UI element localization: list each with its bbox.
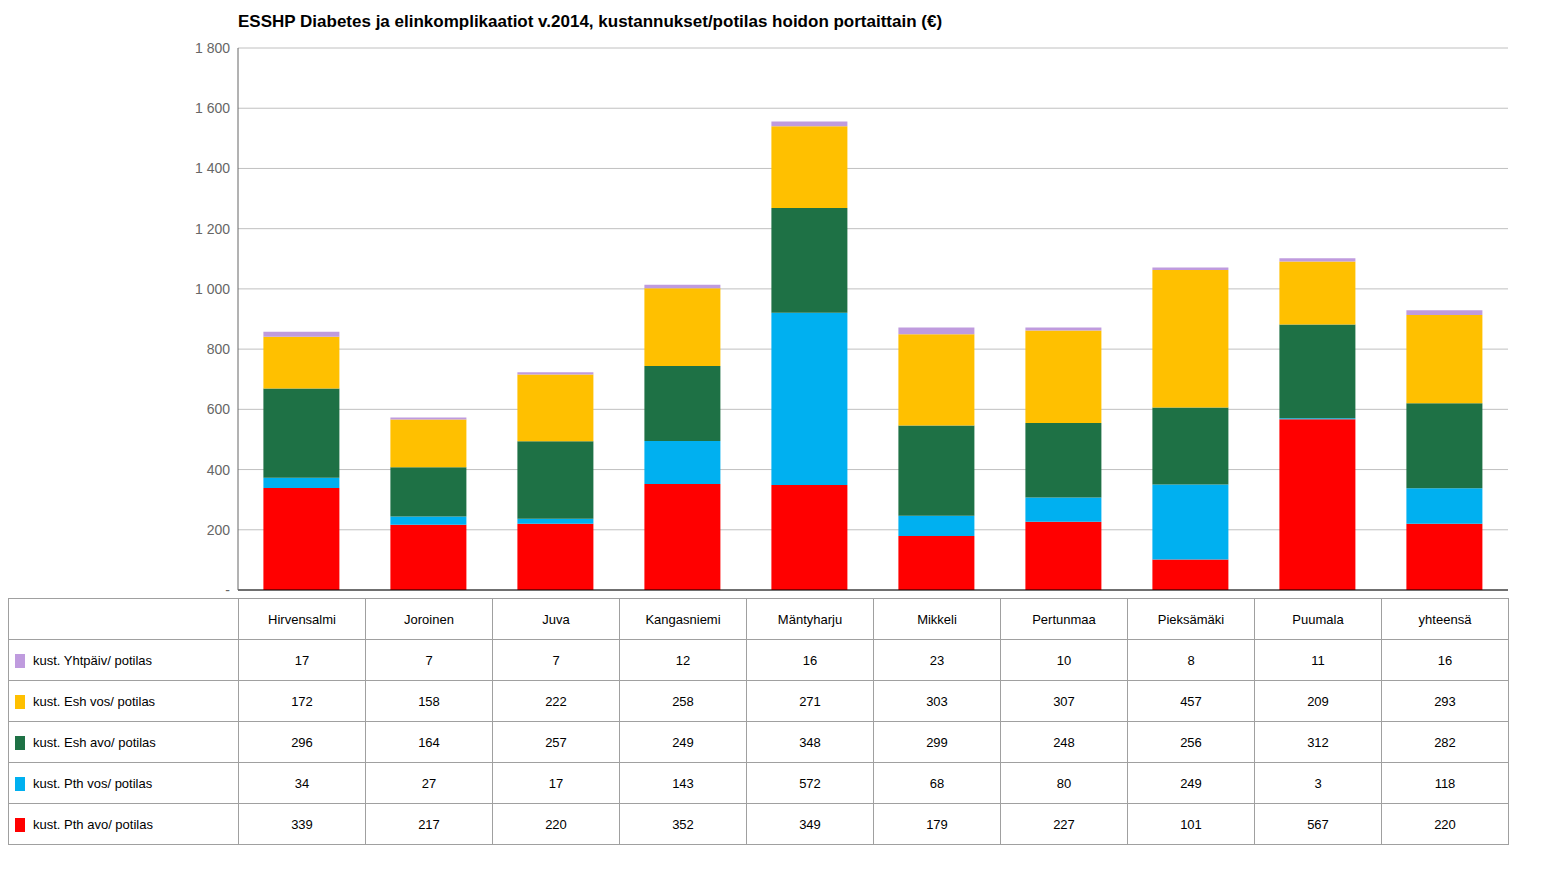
- html-text:Pieksämäki: Pieksämäki: [1157, 611, 1225, 627]
- html-text:kust. Esh avo/ potilas: kust. Esh avo/ potilas: [33, 735, 156, 750]
- html-text:164: 164: [418, 734, 440, 750]
- svg-text:1 000: 1 000: [195, 281, 230, 297]
- html-text:kust. Esh vos/ potilas: kust. Esh vos/ potilas: [33, 694, 156, 709]
- html-text:118: 118: [1434, 775, 1456, 791]
- html-text:227: 227: [1053, 816, 1075, 832]
- html-text:567: 567: [1307, 816, 1329, 832]
- html-text:282: 282: [1434, 734, 1456, 750]
- html-text:yhteensä: yhteensä: [1418, 611, 1472, 627]
- html-text:572: 572: [799, 775, 821, 791]
- html-text:220: 220: [545, 816, 567, 832]
- html-text:ESSHP Diabetes ja elinkomplika: ESSHP Diabetes ja elinkomplikaatiot v.20…: [238, 12, 943, 31]
- html-text:10: 10: [1056, 652, 1072, 668]
- html-text:258: 258: [672, 693, 694, 709]
- svg-text:1 200: 1 200: [195, 221, 230, 237]
- html-text:Kangasniemi: Kangasniemi: [645, 611, 721, 627]
- html-text:16: 16: [802, 652, 818, 668]
- html-text:Hirvensalmi: Hirvensalmi: [268, 611, 336, 627]
- html-text:457: 457: [1180, 693, 1202, 709]
- html-text:158: 158: [418, 693, 440, 709]
- html-text:312: 312: [1307, 734, 1329, 750]
- html-text:16: 16: [1437, 652, 1453, 668]
- svg-text:-: -: [225, 582, 230, 598]
- html-text:Joroinen: Joroinen: [404, 611, 454, 627]
- html-text:kust. Pth vos/ potilas: kust. Pth vos/ potilas: [33, 776, 153, 791]
- html-text:80: 80: [1056, 775, 1072, 791]
- html-text:271: 271: [799, 693, 821, 709]
- html-text:Mäntyharju: Mäntyharju: [777, 611, 843, 627]
- html-text:249: 249: [1180, 775, 1202, 791]
- html-text:3: 3: [1314, 775, 1322, 791]
- html-text:kust. Yhtpäiv/ potilas: kust. Yhtpäiv/ potilas: [33, 653, 152, 668]
- html-text:348: 348: [799, 734, 821, 750]
- html-text:Mikkeli: Mikkeli: [917, 611, 957, 627]
- html-text:7: 7: [552, 652, 560, 668]
- html-text:27: 27: [421, 775, 437, 791]
- html-text:293: 293: [1434, 693, 1456, 709]
- html-text:352: 352: [672, 816, 694, 832]
- html-text:Pertunmaa: Pertunmaa: [1032, 611, 1096, 627]
- html-text:217: 217: [418, 816, 440, 832]
- html-text:303: 303: [926, 693, 948, 709]
- svg-text:400: 400: [207, 462, 231, 478]
- html-text:143: 143: [672, 775, 694, 791]
- html-text:172: 172: [291, 693, 313, 709]
- html-text:Juva: Juva: [542, 611, 570, 627]
- html-text:8: 8: [1187, 652, 1195, 668]
- html-text:248: 248: [1053, 734, 1075, 750]
- svg-text:1 400: 1 400: [195, 160, 230, 176]
- html-text:12: 12: [675, 652, 691, 668]
- svg-text:800: 800: [207, 341, 231, 357]
- html-text:339: 339: [291, 816, 313, 832]
- html-text:kust. Pth avo/ potilas: kust. Pth avo/ potilas: [33, 817, 153, 832]
- html-text:34: 34: [294, 775, 310, 791]
- svg-text:1 800: 1 800: [195, 40, 230, 56]
- html-text:222: 222: [545, 693, 567, 709]
- html-text:296: 296: [291, 734, 313, 750]
- html-text:256: 256: [1180, 734, 1202, 750]
- html-text:209: 209: [1307, 693, 1329, 709]
- html-text:17: 17: [548, 775, 564, 791]
- svg-text:600: 600: [207, 401, 231, 417]
- html-text:17: 17: [294, 652, 310, 668]
- html-text:257: 257: [545, 734, 567, 750]
- html-text:249: 249: [672, 734, 694, 750]
- html-text:7: 7: [425, 652, 433, 668]
- svg-text:1 600: 1 600: [195, 100, 230, 116]
- html-text:299: 299: [926, 734, 948, 750]
- html-text:11: 11: [1311, 652, 1325, 668]
- svg-text:200: 200: [207, 522, 231, 538]
- html-text:101: 101: [1180, 816, 1202, 832]
- html-text:23: 23: [929, 652, 945, 668]
- html-text:349: 349: [799, 816, 821, 832]
- html-text:179: 179: [926, 816, 948, 832]
- html-text:307: 307: [1053, 693, 1075, 709]
- html-text:68: 68: [929, 775, 945, 791]
- html-text:Puumala: Puumala: [1292, 611, 1344, 627]
- html-text:220: 220: [1434, 816, 1456, 832]
